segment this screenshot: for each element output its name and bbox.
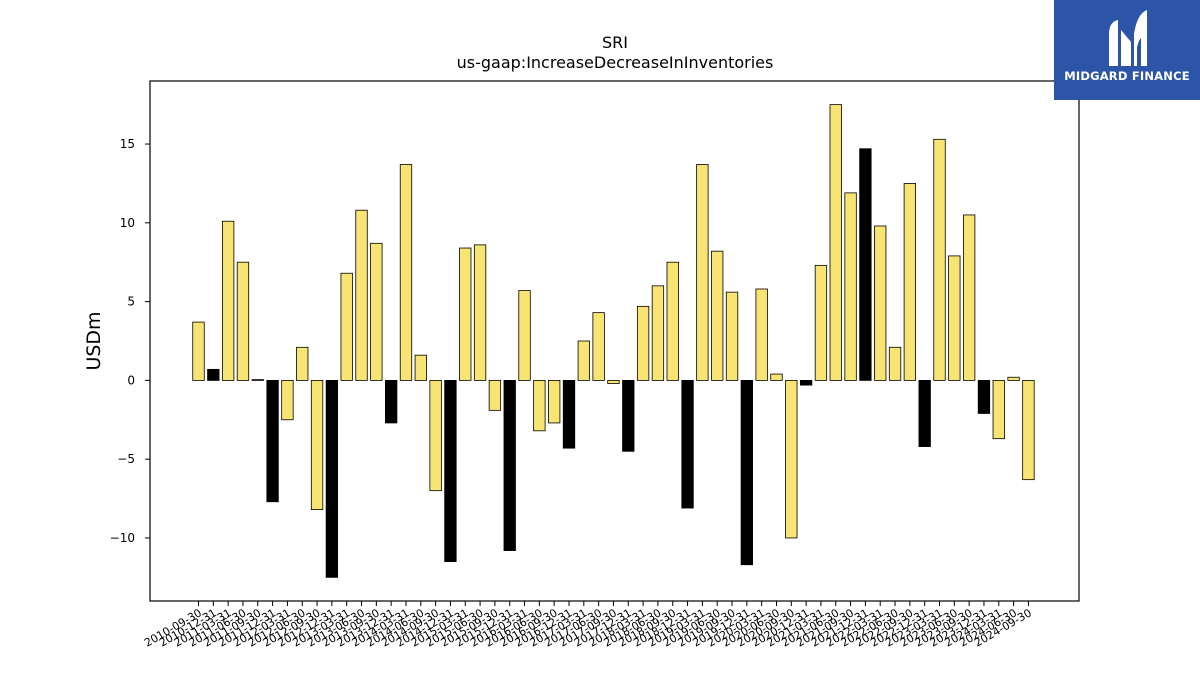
bar-2017-03-31	[577, 340, 590, 381]
x-axis-ticks: 2010-09-302010-12-312011-03-312011-06-30…	[142, 601, 1034, 650]
bar-2016-12-31	[562, 379, 576, 449]
bar-2021-06-30	[829, 104, 842, 381]
bar-2021-03-31	[814, 264, 828, 381]
bar-2023-03-31	[933, 138, 946, 381]
y-tick-label: 10	[120, 216, 135, 230]
chart-title: SRI	[602, 33, 628, 52]
bar-2010-09-30	[192, 321, 205, 381]
y-axis-ticks: −10 −5 0 5 10 15	[110, 137, 150, 545]
bar-2012-12-31	[325, 379, 339, 578]
bar-2024-06-30	[1007, 376, 1020, 381]
y-tick-label: 15	[120, 137, 135, 151]
bar-2018-06-30	[651, 285, 665, 381]
bar-2013-03-31	[340, 272, 353, 381]
bar-2010-12-31	[207, 368, 220, 381]
bar-2018-09-30	[666, 261, 679, 381]
bar-2014-06-30	[414, 354, 427, 381]
chart-subtitle: us-gaap:IncreaseDecreaseInInventories	[457, 53, 774, 72]
bar-2015-12-31	[503, 379, 516, 551]
bar-2021-09-30	[844, 192, 857, 381]
bar-2024-09-30	[1022, 379, 1035, 481]
bar-2016-03-31	[518, 290, 531, 381]
bar-2020-06-30	[770, 373, 783, 381]
bar-2014-03-31	[399, 164, 413, 381]
bar-2012-06-30	[296, 346, 309, 381]
bar-2022-12-31	[918, 379, 931, 447]
bar-2024-03-31	[992, 379, 1005, 440]
bar-2018-12-31	[681, 379, 694, 509]
bar-2020-12-31	[799, 379, 813, 386]
bar-2011-12-31	[266, 379, 279, 503]
bar-2012-03-31	[281, 379, 294, 421]
bar-2019-09-30	[725, 291, 739, 381]
bar-2014-09-30	[429, 379, 442, 492]
bar-2011-06-30	[236, 261, 250, 381]
bar-2013-12-31	[385, 379, 398, 424]
bar-2023-06-30	[948, 255, 961, 381]
bar-2011-09-30	[251, 379, 264, 381]
bar-2015-09-30	[488, 379, 502, 411]
bar-2013-09-30	[370, 242, 383, 381]
y-tick-label: 0	[127, 373, 135, 387]
bar-2019-12-31	[740, 379, 753, 566]
y-tick-label: 5	[127, 295, 135, 309]
bar-2020-03-31	[755, 288, 768, 381]
y-axis-label: USDm	[83, 311, 105, 370]
bar-2020-09-30	[785, 379, 798, 539]
bar-2022-03-31	[874, 225, 887, 381]
bar-2015-06-30	[473, 244, 487, 381]
bar-2023-09-30	[962, 214, 976, 381]
y-tick-label: −5	[117, 452, 135, 466]
bar-2014-12-31	[444, 379, 457, 563]
bar-2022-09-30	[903, 183, 917, 381]
bar-2023-12-31	[977, 379, 991, 414]
bar-2021-12-31	[859, 148, 872, 381]
brand-logo: MIDGARD FINANCE	[1054, 0, 1200, 100]
y-tick-label: −10	[110, 531, 135, 545]
plot-frame	[149, 80, 1080, 602]
bar-2019-06-30	[711, 250, 724, 381]
bar-2018-03-31	[636, 305, 650, 381]
bar-2016-09-30	[548, 379, 561, 424]
bar-2022-06-30	[888, 346, 902, 381]
bar-2011-03-31	[221, 220, 235, 381]
bars-group	[192, 104, 1035, 578]
bar-2019-03-31	[696, 164, 709, 381]
logo-text: MIDGARD FINANCE	[1064, 69, 1190, 83]
bar-2015-03-31	[459, 247, 472, 381]
bar-2013-06-30	[355, 209, 368, 381]
bar-2016-06-30	[533, 379, 546, 432]
bar-2017-09-30	[607, 379, 620, 384]
bar-2017-12-31	[622, 379, 635, 452]
logo-icon	[1109, 10, 1147, 66]
bar-2012-09-30	[310, 379, 324, 511]
bar-2017-06-30	[592, 312, 605, 381]
